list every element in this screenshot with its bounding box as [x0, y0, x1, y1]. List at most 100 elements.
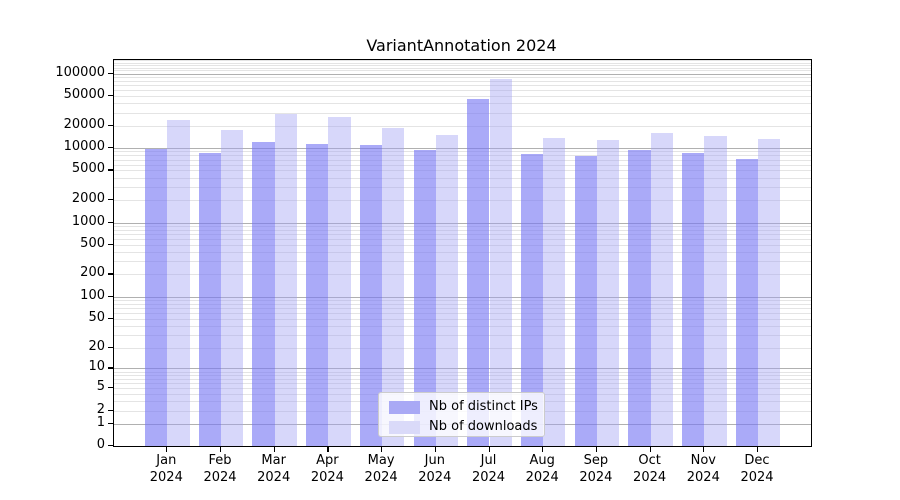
y-tick-label-500: 500: [80, 235, 105, 251]
x-tick-label-oct: Oct 2024: [633, 453, 667, 485]
gridline-minor: [114, 90, 811, 91]
bar-distinct-ips-jan: [145, 149, 168, 446]
gridline-minor: [114, 164, 811, 166]
x-tick-mark: [757, 446, 759, 452]
y-tick-mark: [108, 147, 113, 149]
gridline-minor: [114, 274, 811, 276]
gridline-minor: [114, 325, 811, 327]
y-tick-mark: [108, 169, 113, 171]
legend-swatch-distinct-ips: [389, 401, 420, 414]
gridline-minor: [114, 177, 811, 179]
y-tick-mark: [108, 221, 113, 223]
gridline-minor: [114, 200, 811, 202]
x-tick-label-aug: Aug 2024: [525, 453, 559, 485]
gridline-minor: [114, 60, 811, 62]
gridline-minor: [114, 308, 811, 310]
gridline-minor: [114, 67, 811, 69]
x-tick-label-nov: Nov 2024: [686, 453, 720, 485]
y-tick-label-200: 200: [80, 265, 105, 281]
y-tick-label-50000: 50000: [63, 86, 105, 102]
y-tick-mark: [108, 409, 113, 411]
y-tick-mark: [108, 295, 113, 297]
gridline-major: [114, 368, 811, 370]
gridline-minor: [114, 300, 811, 302]
y-tick-label-100000: 100000: [55, 64, 105, 80]
gridline-minor: [114, 318, 811, 320]
gridline-major: [114, 222, 811, 224]
gridline-minor: [114, 85, 811, 86]
gridline-minor: [114, 151, 811, 153]
y-tick-mark: [108, 387, 113, 389]
gridline-major: [114, 296, 811, 298]
bar-distinct-ips-may: [359, 145, 383, 446]
chart-title: VariantAnnotation 2024: [366, 36, 557, 55]
gridline-minor: [114, 252, 811, 254]
x-tick-mark: [381, 446, 383, 452]
bar-downloads-jul: [489, 78, 512, 446]
y-tick-label-50: 50: [88, 309, 105, 325]
plot-area: [113, 59, 812, 447]
bar-distinct-ips-apr: [306, 143, 329, 446]
y-tick-label-20000: 20000: [63, 116, 105, 132]
bar-downloads-dec: [758, 139, 781, 446]
y-tick-label-10000: 10000: [63, 139, 105, 154]
bar-downloads-mar: [274, 114, 297, 446]
gridline-minor: [114, 234, 811, 235]
y-tick-label-100: 100: [80, 287, 105, 303]
bar-downloads-aug: [543, 137, 566, 446]
x-tick-label-may: May 2024: [364, 453, 398, 485]
bar-downloads-jun: [435, 134, 459, 446]
x-tick-label-jul: Jul 2024: [471, 453, 506, 485]
y-tick-label-0: 0: [96, 437, 105, 452]
gridline-minor: [114, 155, 811, 157]
y-tick-label-5: 5: [96, 379, 105, 394]
gridline-minor: [114, 125, 811, 127]
x-tick-mark: [434, 446, 436, 452]
legend-swatch-downloads: [389, 421, 420, 434]
y-tick-mark: [108, 72, 113, 74]
gridline-minor: [114, 186, 811, 188]
bar-downloads-feb: [221, 129, 244, 446]
gridline-minor: [114, 70, 811, 72]
y-tick-mark: [108, 273, 113, 275]
bar-downloads-sep: [596, 140, 620, 446]
y-tick-mark: [108, 422, 113, 424]
bar-downloads-jan: [167, 119, 190, 446]
y-tick-label-5000: 5000: [71, 161, 105, 177]
bar-distinct-ips-oct: [628, 150, 651, 446]
x-tick-mark: [166, 446, 168, 452]
x-tick-mark: [542, 446, 544, 452]
gridline-major: [114, 73, 811, 75]
gridline-minor: [114, 378, 811, 380]
y-tick-mark: [108, 124, 113, 126]
x-tick-label-mar: Mar 2024: [257, 453, 291, 485]
gridline-minor: [114, 244, 811, 246]
gridline-minor: [114, 229, 811, 231]
gridline-minor: [114, 103, 811, 105]
y-tick-label-20: 20: [88, 338, 105, 354]
gridline-minor: [114, 303, 811, 305]
y-tick-label-10: 10: [88, 359, 105, 375]
y-tick-mark: [108, 317, 113, 319]
bar-downloads-nov: [704, 136, 727, 446]
bar-distinct-ips-aug: [520, 154, 544, 446]
y-tick-mark: [108, 94, 113, 97]
gridline-minor: [114, 313, 811, 314]
legend: Nb of distinct IPs Nb of downloads: [378, 392, 545, 437]
x-tick-label-jan: Jan 2024: [149, 453, 183, 485]
gridline-minor: [114, 334, 811, 336]
y-tick-label-1: 1: [96, 414, 105, 430]
bar-distinct-ips-nov: [682, 152, 705, 446]
y-tick-label-2: 2: [96, 401, 105, 417]
y-tick-mark: [108, 367, 113, 369]
x-tick-mark: [649, 446, 651, 452]
gridline-minor: [114, 371, 811, 373]
y-tick-mark: [108, 199, 113, 201]
gridline-minor: [114, 261, 811, 263]
gridline-minor: [114, 62, 811, 64]
bar-distinct-ips-jul: [467, 99, 490, 446]
gridline-major: [114, 148, 811, 149]
gridline-minor: [114, 388, 811, 389]
bar-distinct-ips-mar: [252, 141, 275, 446]
y-tick-mark: [108, 445, 113, 447]
